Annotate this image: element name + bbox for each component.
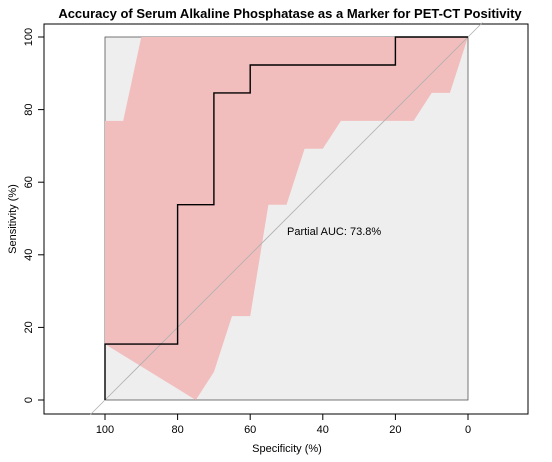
roc-curve-line — [104, 36, 468, 400]
plot-area — [90, 22, 483, 415]
partial-auc-label: Partial AUC: 73.8% — [287, 226, 381, 238]
axes: 100 80 60 40 20 0 0 20 40 60 80 100 — [23, 28, 471, 436]
x-tick-label: 80 — [171, 424, 183, 436]
x-tick-label: 100 — [96, 424, 114, 436]
y-tick-label: 60 — [23, 176, 35, 188]
y-tick-label: 80 — [23, 103, 35, 115]
x-tick-label: 0 — [465, 424, 471, 436]
x-axis-label: Specificity (%) — [252, 443, 322, 455]
diagonal-reference-line — [90, 22, 483, 415]
chart-title: Accuracy of Serum Alkaline Phosphatase a… — [58, 6, 522, 21]
y-tick-label: 0 — [23, 397, 35, 403]
y-tick-label: 40 — [23, 249, 35, 261]
y-axis-label: Sensitivity (%) — [7, 184, 19, 254]
y-tick-label: 100 — [23, 28, 35, 46]
x-tick-label: 40 — [317, 424, 329, 436]
x-tick-label: 20 — [389, 424, 401, 436]
y-tick-label: 20 — [23, 321, 35, 333]
x-tick-label: 60 — [244, 424, 256, 436]
